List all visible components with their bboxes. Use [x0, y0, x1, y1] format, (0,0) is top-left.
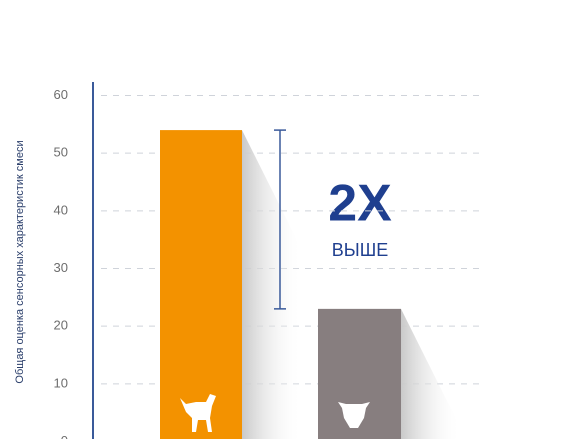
annotation-sub: ВЫШЕ: [332, 240, 388, 260]
y-tick-label: 20: [54, 318, 68, 333]
bar-icon: [180, 394, 216, 432]
bar-shadow: [401, 308, 461, 439]
y-axis-label: Общая оценка сенсорных характеристик сме…: [14, 140, 26, 383]
y-tick-label: 0: [61, 433, 68, 439]
y-tick-label: 60: [54, 87, 68, 102]
y-tick-label: 40: [54, 202, 68, 217]
bar: [160, 130, 242, 439]
y-tick-label: 10: [54, 375, 68, 390]
y-tick-label: 30: [54, 260, 68, 275]
y-tick-label: 50: [54, 145, 68, 160]
annotation: 2X: [328, 175, 392, 233]
bar-icon: [338, 402, 370, 428]
bar-shadow: [242, 130, 302, 439]
